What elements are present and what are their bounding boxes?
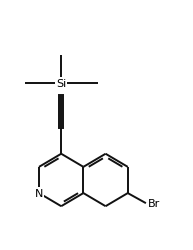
Text: N: N: [35, 188, 43, 198]
Text: Br: Br: [148, 198, 160, 208]
Text: Si: Si: [56, 79, 66, 89]
